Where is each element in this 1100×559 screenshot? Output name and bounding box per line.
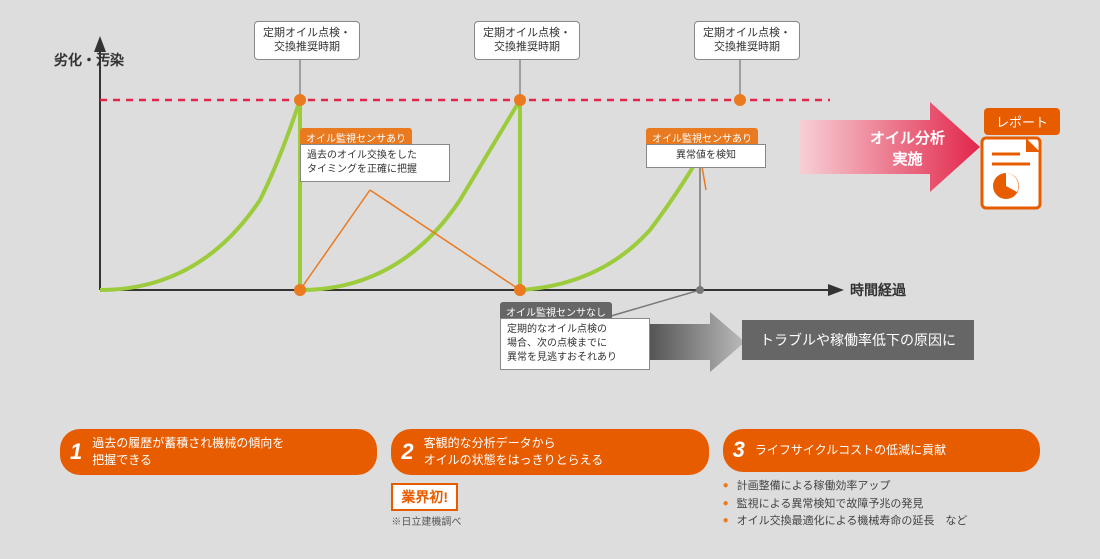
orange-marker-top-3 [734,94,746,106]
benefit-col-2: 2 客観的な分析データから オイルの状態をはっきりとらえる 業界初! ※日立建機… [391,429,708,531]
sensor-box-3: 定期的なオイル点検の 場合、次の点検までに 異常を見逃すおそれあり [500,318,650,370]
pill-text-3: ライフサイクルコストの低減に貢献 [755,442,946,459]
inspection-callout-2: 定期オイル点検・ 交換推奨時期 [474,21,580,60]
x-axis-label: 時間経過 [850,280,906,300]
benefit-col-1: 1 過去の履歴が蓄積され機械の傾向を 把握できる [60,429,377,531]
benefits-list: 計画整備による稼働効率アップ 監視による異常検知で故障予兆の発見 オイル交換最適… [723,478,1040,531]
benefit-item: 監視による異常検知で故障予兆の発見 [723,496,1040,514]
trouble-text: トラブルや稼働率低下の原因に [742,320,974,360]
curve-1 [100,100,300,290]
chart-svg [0,40,1040,440]
sensor-box-2: 異常値を検知 [646,144,766,168]
curve-3 [520,155,700,290]
pill-text-1: 過去の履歴が蓄積され機械の傾向を 把握できる [92,435,284,469]
inspection-callout-3: 定期オイル点検・ 交換推奨時期 [694,21,800,60]
pill-num-2: 2 [401,437,413,468]
orange-line-1 [300,190,370,290]
bottom-row: 1 過去の履歴が蓄積され機械の傾向を 把握できる 2 客観的な分析データから オ… [60,429,1040,531]
pill-text-2: 客観的な分析データから オイルの状態をはっきりとらえる [424,435,604,469]
pill-num-1: 1 [70,437,82,468]
industry-first-note: ※日立建機調べ [391,513,708,528]
gray-marker [696,286,704,294]
orange-line-2 [370,190,520,290]
benefit-col-3: 3 ライフサイクルコストの低減に貢献 計画整備による稼働効率アップ 監視による異… [723,429,1040,531]
benefit-item: オイル交換最適化による機械寿命の延長 など [723,513,1040,531]
benefit-item: 計画整備による稼働効率アップ [723,478,1040,496]
inspection-callout-1: 定期オイル点検・ 交換推奨時期 [254,21,360,60]
benefit-pill-3: 3 ライフサイクルコストの低減に貢献 [723,429,1040,472]
report-icon [982,138,1040,208]
gray-arrow [650,312,745,372]
orange-marker-top-1 [294,94,306,106]
orange-marker-2 [514,284,526,296]
analysis-text: オイル分析 実施 [870,128,945,170]
benefit-pill-2: 2 客観的な分析データから オイルの状態をはっきりとらえる [391,429,708,475]
industry-first-badge: 業界初! [391,483,458,511]
sensor-box-1: 過去のオイル交換をした タイミングを正確に把握 [300,144,450,182]
orange-marker-1 [294,284,306,296]
orange-marker-top-2 [514,94,526,106]
pill-num-3: 3 [733,435,745,466]
benefit-pill-1: 1 過去の履歴が蓄積され機械の傾向を 把握できる [60,429,377,475]
infographic-canvas: 劣化・汚染 [0,0,1100,559]
report-tag: レポート [984,108,1060,135]
